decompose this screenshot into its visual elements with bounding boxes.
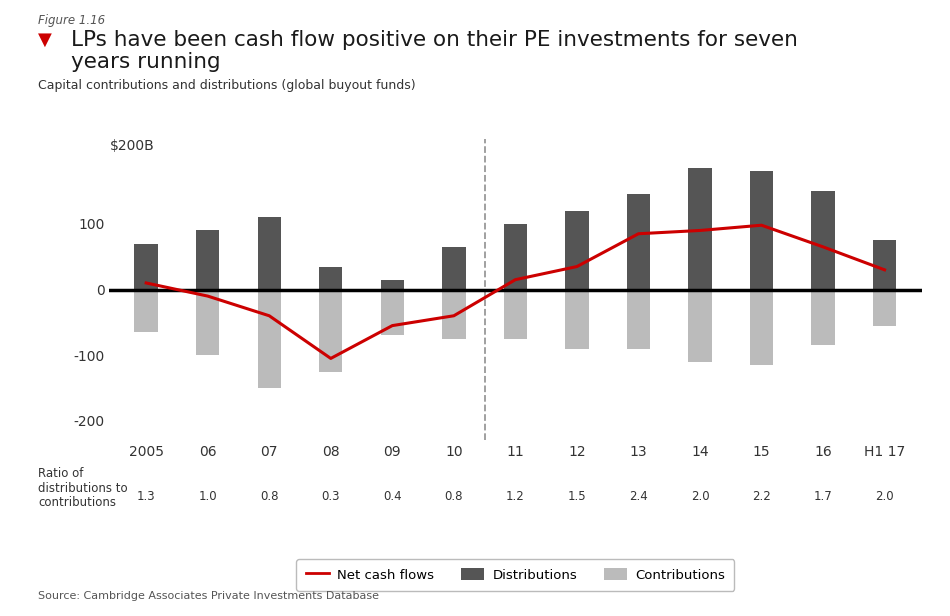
Text: 2.0: 2.0 [875, 490, 894, 503]
Bar [196, 230, 219, 290]
Bar [381, 280, 404, 290]
Bar [811, 191, 835, 290]
Text: 2.4: 2.4 [629, 490, 648, 503]
Text: 2.2: 2.2 [752, 490, 770, 503]
Text: Capital contributions and distributions (global buyout funds): Capital contributions and distributions … [38, 79, 416, 92]
Bar [565, 211, 589, 290]
Text: 0.8: 0.8 [445, 490, 463, 503]
Text: Figure 1.16: Figure 1.16 [38, 14, 105, 26]
Bar [565, 290, 589, 349]
Text: 1.2: 1.2 [506, 490, 524, 503]
Text: 1.3: 1.3 [137, 490, 156, 503]
Text: years running: years running [71, 52, 220, 71]
Bar [319, 267, 342, 290]
Bar [627, 290, 650, 349]
Text: 1.0: 1.0 [199, 490, 217, 503]
Text: Ratio of: Ratio of [38, 467, 84, 480]
Bar [504, 290, 527, 339]
Bar [135, 290, 158, 332]
Text: LPs have been cash flow positive on their PE investments for seven: LPs have been cash flow positive on thei… [71, 30, 798, 49]
Bar [750, 290, 773, 365]
Bar [873, 290, 896, 326]
Bar [442, 247, 465, 290]
Text: 1.7: 1.7 [813, 490, 832, 503]
Text: contributions: contributions [38, 496, 116, 509]
Text: 1.5: 1.5 [567, 490, 586, 503]
Bar [196, 290, 219, 355]
Bar [811, 290, 835, 346]
Text: Source: Cambridge Associates Private Investments Database: Source: Cambridge Associates Private Inv… [38, 591, 379, 601]
Text: $200B: $200B [109, 139, 154, 153]
Bar [381, 290, 404, 336]
Bar [442, 290, 465, 339]
Bar [319, 290, 342, 371]
Text: 0.8: 0.8 [260, 490, 278, 503]
Text: ▼: ▼ [38, 31, 52, 49]
Bar [257, 290, 281, 388]
Bar [257, 217, 281, 290]
Text: distributions to: distributions to [38, 482, 127, 495]
Bar [689, 168, 712, 290]
Legend: Net cash flows, Distributions, Contributions: Net cash flows, Distributions, Contribut… [296, 559, 734, 591]
Text: 2.0: 2.0 [691, 490, 710, 503]
Bar [873, 240, 896, 290]
Text: 0.4: 0.4 [383, 490, 402, 503]
Text: 0.3: 0.3 [321, 490, 340, 503]
Bar [627, 195, 650, 290]
Bar [689, 290, 712, 362]
Bar [750, 171, 773, 290]
Bar [504, 224, 527, 290]
Bar [135, 243, 158, 290]
